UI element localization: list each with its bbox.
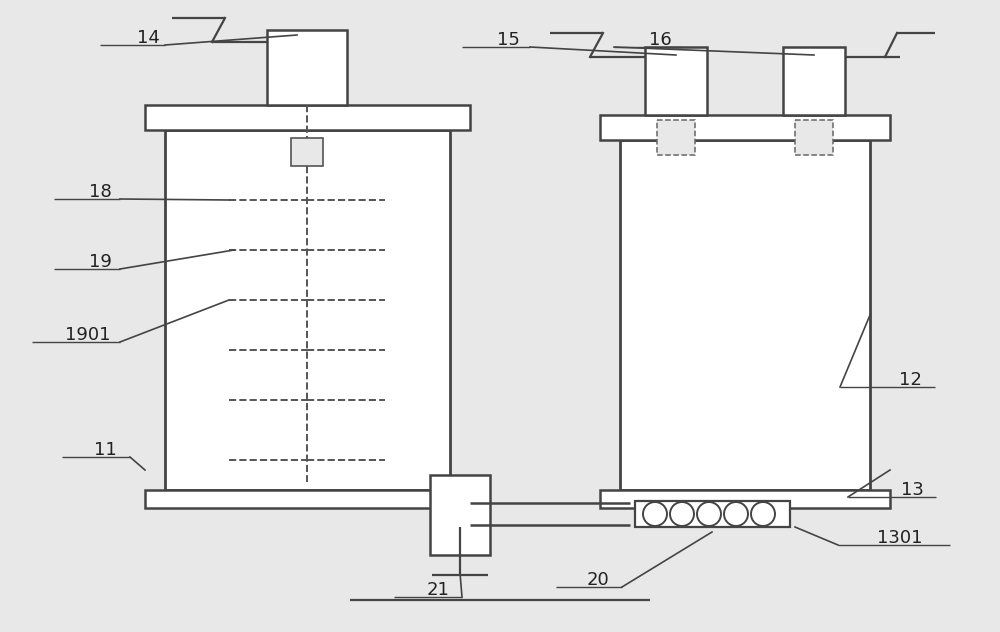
Bar — [267, 30, 347, 105]
Text: 12: 12 — [899, 371, 921, 389]
Bar — [645, 47, 707, 115]
Text: 14: 14 — [137, 29, 159, 47]
Bar — [620, 140, 870, 490]
Bar — [430, 475, 490, 555]
Bar — [145, 105, 470, 130]
Bar — [795, 120, 833, 155]
Text: 19: 19 — [89, 253, 111, 271]
Text: 15: 15 — [497, 31, 519, 49]
Text: 13: 13 — [901, 481, 923, 499]
Text: 11: 11 — [94, 441, 116, 459]
Bar — [783, 47, 845, 115]
Text: 16: 16 — [649, 31, 671, 49]
Bar — [635, 501, 790, 527]
Text: 1901: 1901 — [65, 326, 111, 344]
Bar — [600, 115, 890, 140]
Bar — [657, 120, 695, 155]
Bar — [165, 130, 450, 490]
Bar — [291, 138, 323, 166]
Text: 20: 20 — [587, 571, 609, 589]
Bar — [145, 490, 470, 508]
Text: 18: 18 — [89, 183, 111, 201]
Bar — [600, 490, 890, 508]
Text: 1301: 1301 — [877, 529, 923, 547]
Text: 21: 21 — [427, 581, 449, 599]
